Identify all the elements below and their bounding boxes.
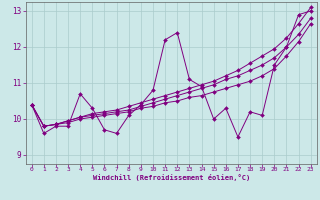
X-axis label: Windchill (Refroidissement éolien,°C): Windchill (Refroidissement éolien,°C) <box>92 174 250 181</box>
